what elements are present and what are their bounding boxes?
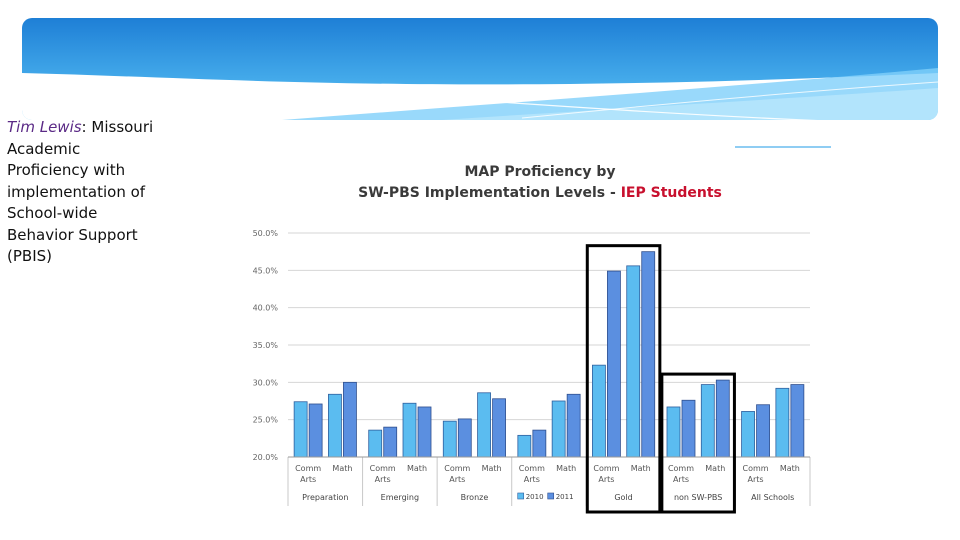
group-label: Preparation [302, 493, 348, 502]
category-label: Arts [673, 475, 689, 484]
category-label: Arts [449, 475, 465, 484]
bar-2010 [551, 400, 566, 458]
category-label: Math [407, 464, 427, 473]
category-label: Math [332, 464, 352, 473]
bar-2010 [517, 434, 532, 458]
category-label: Comm [593, 464, 619, 473]
highlight-box [585, 244, 662, 514]
category-label: Comm [370, 464, 396, 473]
bar-2010 [775, 387, 790, 458]
bar-2011 [308, 403, 323, 458]
legend-label-2010: 2010 [526, 493, 544, 501]
bar-2011 [492, 398, 506, 458]
chart-title: MAP Proficiency by SW-PBS Implementation… [240, 162, 840, 204]
y-tick-label: 50.0% [253, 229, 279, 238]
category-label: Arts [598, 475, 614, 484]
bar-2011 [681, 399, 696, 458]
category-label: Arts [524, 475, 540, 484]
highlight-box [660, 372, 736, 514]
category-label: Comm [668, 464, 694, 473]
bar-2011 [417, 406, 432, 458]
chart-title-highlight: IEP Students [620, 185, 722, 201]
slide-description: Tim Lewis: Missouri Academic Proficiency… [7, 117, 157, 268]
bar-2010 [626, 265, 641, 458]
category-label: Math [705, 464, 725, 473]
category-label: Math [631, 464, 651, 473]
bar-2011 [566, 393, 581, 458]
bar-2010 [442, 420, 457, 458]
group-label: Gold [614, 493, 632, 502]
chart-title-line2-prefix: SW-PBS Implementation Levels - [358, 185, 621, 201]
bar-chart: 20.0% 25.0% 30.0% 35.0% 40.0% 45.0% 50.0% Comm A… [253, 229, 811, 514]
group-label: non SW-PBS [674, 493, 722, 502]
category-label: Comm [743, 464, 769, 473]
legend-swatch-2011 [547, 492, 555, 500]
bar-2010 [700, 384, 715, 458]
bar-2011 [457, 418, 472, 458]
group-label: Bronze [461, 493, 489, 502]
author-name: Tim Lewis [7, 118, 82, 136]
bar-2010 [741, 411, 755, 458]
chart-title-line2: SW-PBS Implementation Levels - IEP Stude… [240, 183, 840, 204]
bar-2011 [756, 404, 770, 458]
y-tick-label: 45.0% [253, 266, 279, 275]
bar-2011 [641, 251, 656, 458]
author-colon: : [81, 118, 87, 136]
header-banner [22, 18, 938, 120]
bar-2010 [477, 392, 491, 458]
category-label: Math [556, 464, 576, 473]
bar-2010 [328, 393, 342, 458]
legend-label-2011: 2011 [556, 493, 574, 501]
bar-2011 [383, 426, 398, 458]
bar-2010 [592, 364, 606, 458]
group-label: All Schools [751, 493, 794, 502]
category-label: Arts [375, 475, 391, 484]
bar-2011 [343, 381, 357, 458]
chart-title-line1: MAP Proficiency by [464, 164, 616, 180]
bar-2011 [790, 384, 805, 458]
category-label: Comm [295, 464, 321, 473]
category-label: Comm [519, 464, 545, 473]
y-tick-label: 25.0% [253, 416, 279, 425]
y-tick-label: 20.0% [253, 453, 279, 462]
y-tick-label: 30.0% [253, 378, 279, 387]
chart-container: MAP Proficiency by SW-PBS Implementation… [240, 160, 840, 520]
category-label: Math [780, 464, 800, 473]
group-label: Emerging [381, 493, 419, 502]
y-tick-label: 40.0% [253, 304, 279, 313]
bar-2011 [607, 270, 621, 458]
description-text: Missouri Academic Proficiency with imple… [7, 118, 154, 265]
bar-2011 [715, 379, 730, 458]
category-label: Comm [444, 464, 470, 473]
bar-2011 [532, 429, 547, 458]
category-label: Math [482, 464, 502, 473]
category-label: Arts [300, 475, 316, 484]
legend-swatch-2010 [517, 492, 525, 500]
bar-2010 [368, 429, 383, 458]
category-label: Arts [748, 475, 764, 484]
bar-2010 [293, 401, 308, 458]
bar-2010 [666, 406, 681, 458]
banner-underline [735, 146, 831, 148]
y-tick-label: 35.0% [253, 341, 279, 350]
bar-2010 [402, 402, 417, 458]
